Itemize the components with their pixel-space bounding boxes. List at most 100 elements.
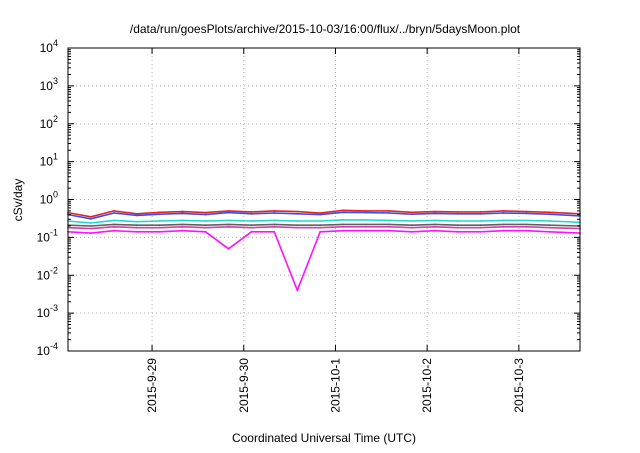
- series-2-point: [181, 212, 184, 215]
- series-2-point: [273, 212, 276, 214]
- series-2-point: [411, 213, 413, 216]
- series-2-point: [319, 213, 322, 216]
- series-3-point: [365, 219, 367, 221]
- series-1-point: [296, 210, 299, 213]
- series-6-point: [479, 230, 482, 233]
- series-3-point: [319, 220, 322, 222]
- series-2-point: [433, 212, 436, 215]
- y-tick-label: 103: [40, 76, 58, 93]
- series-3-point: [456, 220, 459, 222]
- series-1-point: [525, 210, 528, 213]
- series-4-point: [319, 224, 322, 227]
- series-5-point: [250, 226, 253, 229]
- series-3-point: [411, 220, 413, 222]
- x-tick-label: 2015-10-1: [328, 358, 342, 413]
- x-tick-label: 2015-10-3: [512, 358, 526, 413]
- series-layer: [67, 209, 581, 292]
- series-4-point: [135, 224, 138, 227]
- series-4-point: [273, 223, 276, 226]
- series-4-point: [365, 223, 367, 226]
- series-2-point: [204, 213, 207, 216]
- series-2-point: [525, 212, 528, 215]
- series-4-point: [525, 223, 528, 226]
- x-tick-label: 2015-9-29: [145, 358, 159, 413]
- series-4-point: [433, 223, 436, 226]
- series-5-point: [365, 225, 367, 228]
- series-1-point: [433, 210, 436, 213]
- y-tick-label: 10-4: [37, 341, 58, 358]
- plot-frame: [67, 47, 581, 352]
- series-4-point: [181, 223, 184, 226]
- series-6-point: [456, 230, 459, 233]
- series-6-point: [158, 230, 161, 233]
- series-4-point: [502, 223, 505, 226]
- y-tick-label: 100: [40, 190, 58, 207]
- series-5-point: [433, 225, 436, 228]
- series-5-point: [158, 226, 161, 229]
- y-tick-label: 102: [40, 114, 58, 131]
- series-3-point: [204, 220, 207, 222]
- series-3-point: [342, 219, 344, 221]
- series-1-point: [411, 211, 413, 214]
- series-4-point: [90, 225, 92, 227]
- y-tick-label: 10-3: [37, 303, 58, 320]
- series-5-point: [319, 226, 322, 229]
- y-tick-label: 10-1: [37, 227, 58, 244]
- series-3-point: [135, 220, 138, 223]
- series-5-point: [296, 226, 299, 229]
- series-2-point: [479, 212, 482, 215]
- series-1-point: [158, 211, 161, 214]
- series-6-point: [135, 230, 138, 233]
- series-2-point: [548, 213, 551, 216]
- series-2-point: [365, 211, 367, 214]
- series-line-6: [67, 229, 581, 292]
- series-6-point: [90, 232, 92, 235]
- series-5-point: [479, 226, 482, 229]
- series-1-point: [250, 211, 253, 213]
- series-5-point: [456, 226, 459, 229]
- series-1-point: [456, 211, 459, 213]
- series-2-point: [502, 212, 505, 214]
- series-4-point: [250, 224, 253, 227]
- series-4-point: [411, 224, 413, 227]
- series-4-point: [479, 224, 482, 227]
- series-6-point: [113, 229, 115, 232]
- series-5-point: [273, 225, 276, 228]
- chart-title: /data/run/goesPlots/archive/2015-10-03/1…: [130, 22, 521, 36]
- series-6-point: [548, 230, 551, 233]
- series-6-point: [250, 230, 253, 233]
- series-6-point: [319, 230, 322, 233]
- series-6-point: [388, 229, 390, 232]
- series-3-point: [158, 220, 161, 222]
- series-6-point: [365, 229, 367, 232]
- series-3-point: [296, 220, 299, 222]
- y-axis-label: cSv/day: [11, 179, 25, 222]
- series-1-point: [227, 210, 230, 212]
- series-3-point: [273, 219, 276, 222]
- series-6-point: [525, 229, 528, 232]
- series-1-point: [548, 211, 551, 214]
- series-2-point: [456, 212, 459, 215]
- series-6-point: [204, 230, 207, 233]
- series-5-point: [113, 225, 115, 228]
- series-3-point: [90, 222, 92, 224]
- series-6-point: [433, 229, 436, 232]
- axis-layer: 10-4 10-3 10-2 10-1 100 101 102 103 104 2015-9-29…: [37, 38, 580, 413]
- series-2-point: [135, 214, 138, 217]
- series-4-point: [296, 224, 299, 227]
- grid-layer: [68, 48, 580, 351]
- series-4-point: [548, 224, 551, 227]
- series-4-point: [204, 224, 207, 227]
- series-6-point: [411, 230, 413, 233]
- series-5-point: [502, 225, 505, 228]
- series-6-point: [227, 247, 230, 250]
- series-1-point: [273, 210, 276, 212]
- series-4-point: [388, 223, 390, 226]
- series-4-point: [456, 224, 459, 227]
- series-1-point: [365, 210, 367, 212]
- series-1-point: [181, 210, 184, 213]
- series-3-point: [502, 219, 505, 222]
- series-1-point: [319, 212, 322, 214]
